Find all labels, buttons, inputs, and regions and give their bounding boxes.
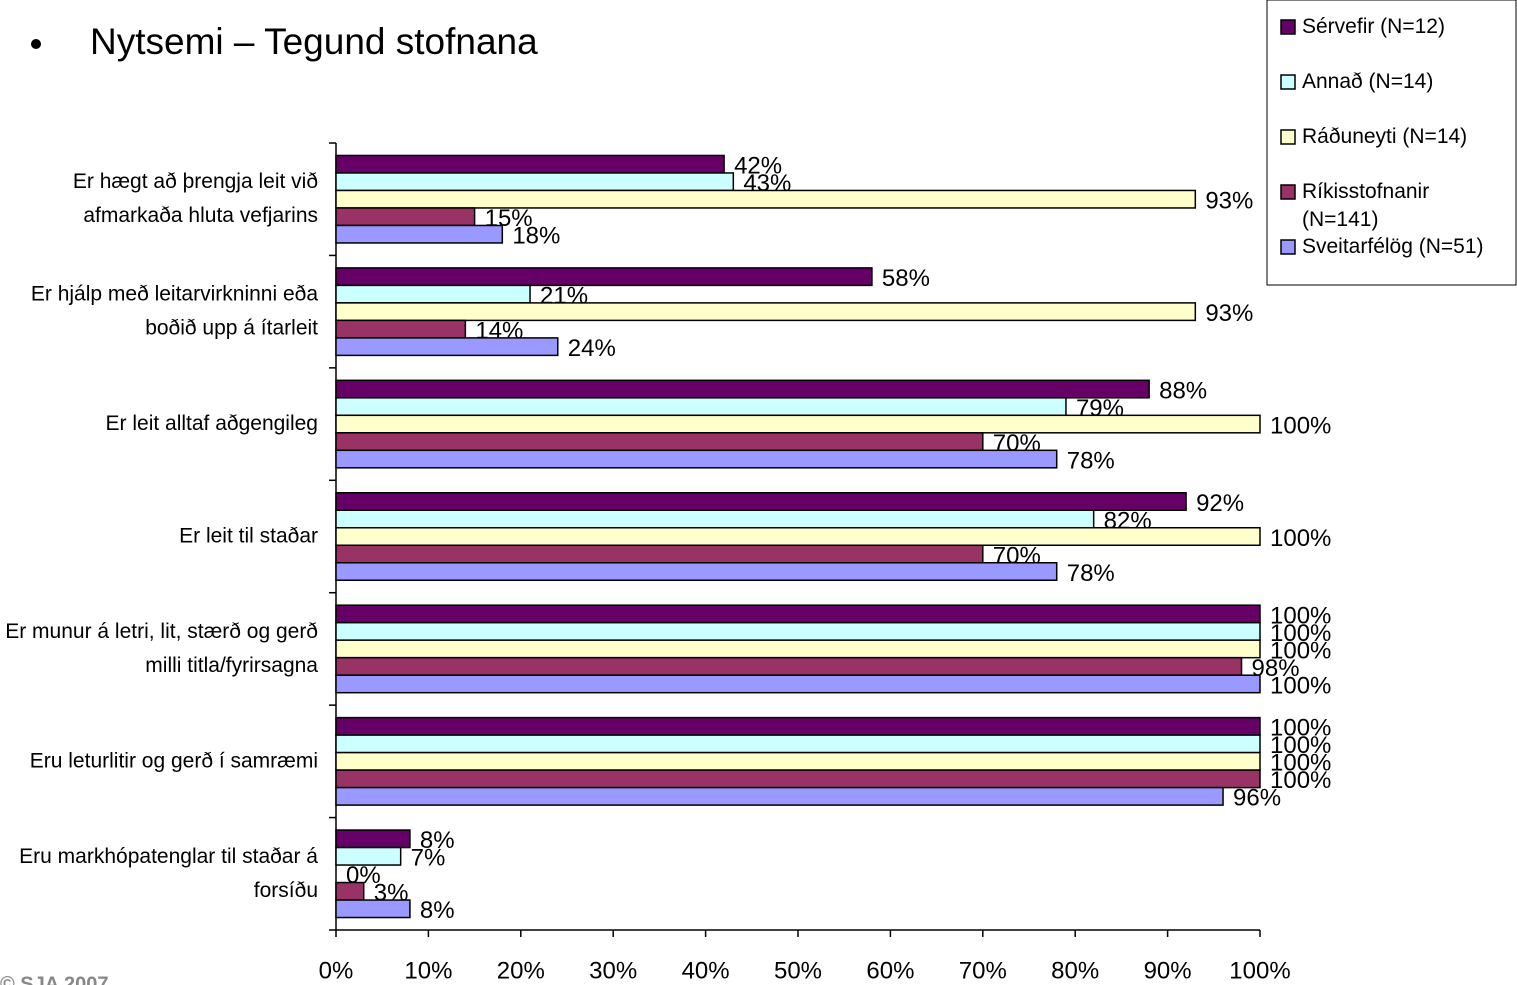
x-tick-label: 10% [404, 957, 452, 984]
bar [335, 492, 1187, 511]
data-label: 100% [1270, 637, 1331, 664]
bar [335, 224, 504, 244]
bar [335, 751, 1261, 771]
legend-swatch [1280, 74, 1296, 90]
bar [335, 786, 1224, 806]
bar [335, 881, 365, 901]
bar [335, 432, 984, 452]
bar [335, 172, 735, 192]
legend-swatch [1280, 19, 1296, 35]
bar [335, 379, 1150, 399]
bar [335, 414, 1261, 434]
data-label: 93% [1205, 188, 1253, 215]
x-tick-label: 70% [959, 957, 1007, 984]
bar [335, 337, 559, 357]
bar [335, 302, 1197, 322]
bar [335, 449, 1058, 469]
x-tick-label: 30% [589, 957, 637, 984]
x-tick-label: 20% [497, 957, 545, 984]
bar [335, 207, 476, 227]
y-tick-label: Eru leturlitir og gerð í samræmi [30, 749, 318, 772]
bar [335, 674, 1261, 694]
bar [335, 769, 1261, 789]
data-label: 100% [1270, 767, 1331, 794]
footer: © SJA 2007 [0, 973, 109, 985]
bullet [31, 39, 41, 49]
bar [335, 899, 411, 919]
data-label: 78% [1067, 447, 1115, 474]
data-label: 8% [420, 897, 455, 924]
data-label: 100% [1270, 750, 1331, 777]
x-tick-label: 60% [866, 957, 914, 984]
data-label: 100% [1270, 715, 1331, 742]
bar [335, 267, 873, 287]
x-tick-label: 0% [319, 957, 354, 984]
bar [335, 319, 467, 339]
data-label: 92% [1196, 490, 1244, 517]
data-label: 100% [1270, 412, 1331, 439]
y-tick-label: Er hægt að þrengja leit við afmarkaða hlu… [73, 170, 318, 227]
legend-label: Ríkisstofnanir (N=141) [1302, 180, 1429, 231]
bar [335, 734, 1261, 754]
x-tick-label: 50% [774, 957, 822, 984]
bar [335, 397, 1067, 417]
bar [335, 604, 1261, 624]
data-label: 8% [420, 827, 455, 854]
y-tick-label: Er hjálp með leitarvirkninni eða boðið up… [31, 282, 318, 339]
bar [335, 509, 1095, 529]
bar [335, 639, 1261, 659]
legend-label: Ráðuneyti (N=14) [1302, 125, 1467, 148]
chart-title: Nytsemi – Tegund stofnana [90, 21, 538, 62]
y-tick-label: Eru markhópatenglar til staðar á forsíðu [19, 844, 318, 901]
data-label: 7% [411, 845, 446, 872]
bar [335, 621, 1261, 641]
legend-swatch [1280, 129, 1296, 145]
bar [335, 562, 1058, 581]
bar [335, 154, 725, 174]
data-label: 24% [568, 335, 616, 362]
legend-label: Sveitarfélög (N=51) [1302, 235, 1484, 258]
legend-swatch [1280, 184, 1296, 200]
y-tick-label: Er leit alltaf aðgengileg [106, 412, 318, 435]
legend-box [1266, 0, 1517, 286]
legend-label: Sérvefir (N=12) [1302, 15, 1445, 38]
bar [335, 189, 1197, 209]
y-tick-label: Er munur á letri, lit, stærð og gerð mill… [5, 619, 318, 676]
bar [335, 829, 411, 849]
legend-label: Annað (N=14) [1302, 70, 1433, 93]
data-label: 18% [512, 223, 560, 250]
y-tick-label: Er leit til staðar [179, 524, 318, 547]
data-label: 100% [1270, 525, 1331, 552]
data-label: 100% [1270, 732, 1331, 759]
x-tick-label: 40% [682, 957, 730, 984]
bar [335, 527, 1261, 546]
data-label: 100% [1270, 672, 1331, 699]
data-label: 78% [1067, 560, 1115, 587]
x-tick-label: 100% [1229, 957, 1290, 984]
data-label: 100% [1270, 602, 1331, 629]
legend-swatch [1280, 239, 1296, 255]
bar [335, 544, 984, 564]
x-tick-label: 90% [1144, 957, 1192, 984]
data-label: 88% [1159, 377, 1207, 404]
data-label: 58% [882, 265, 930, 292]
bar [335, 716, 1261, 736]
bar [335, 284, 531, 304]
data-label: 96% [1233, 785, 1281, 812]
bar [335, 656, 1243, 676]
x-tick-label: 80% [1051, 957, 1099, 984]
bar [335, 846, 402, 866]
data-label: 93% [1205, 300, 1253, 327]
data-label: 100% [1270, 620, 1331, 647]
data-label: 42% [734, 153, 782, 180]
